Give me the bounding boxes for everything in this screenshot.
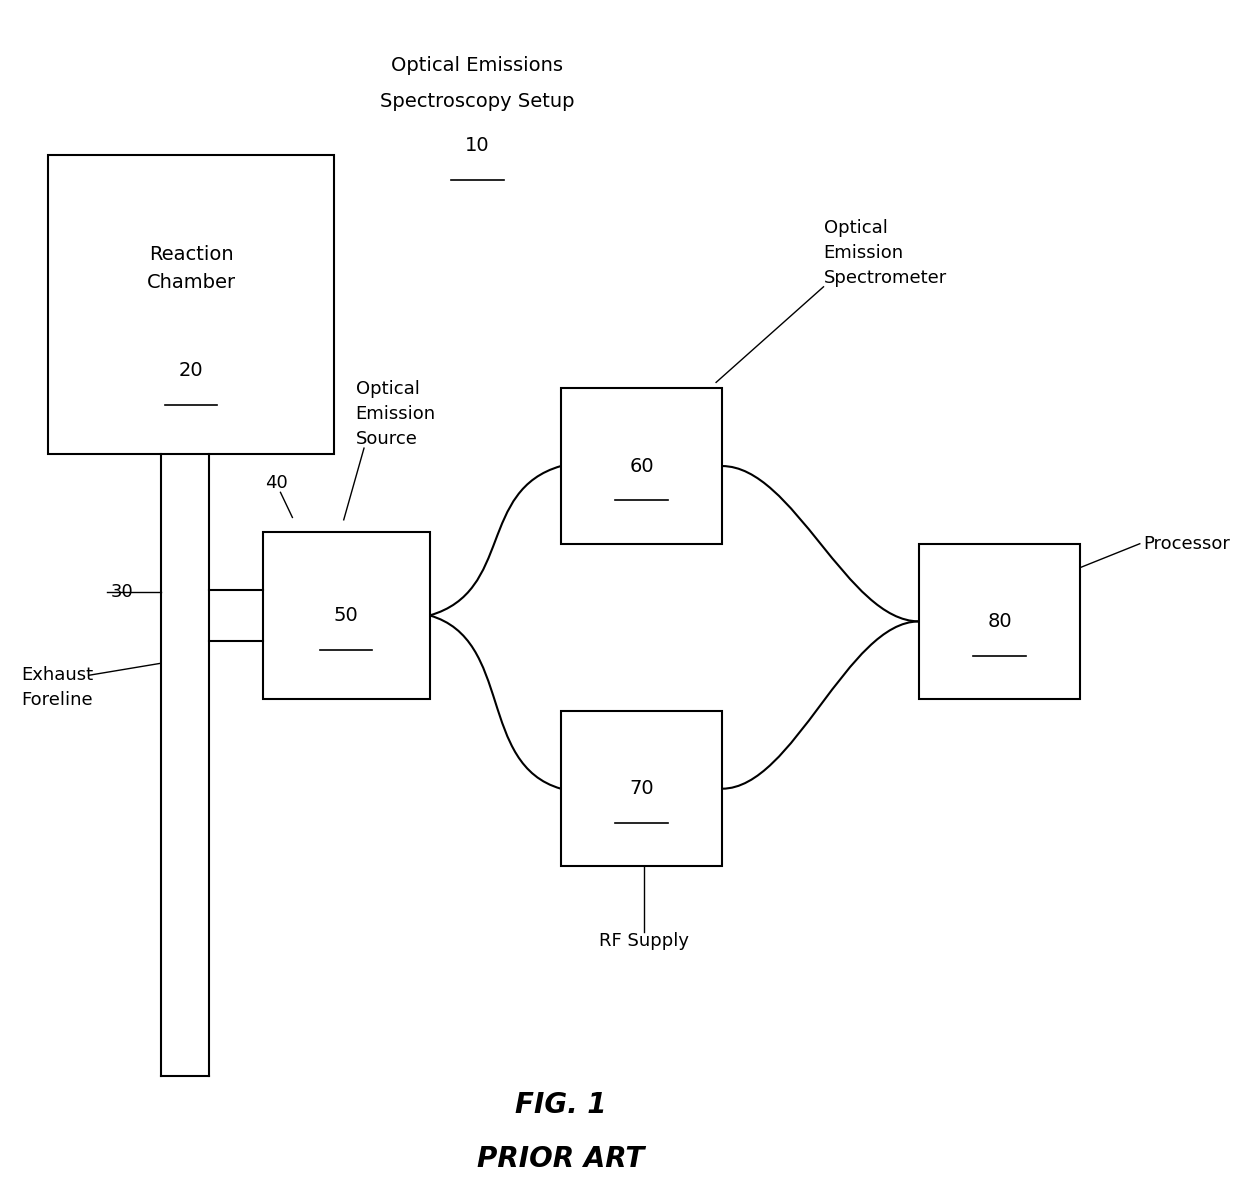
Text: 80: 80	[987, 612, 1012, 631]
Text: 70: 70	[629, 779, 653, 798]
Text: 60: 60	[629, 456, 653, 476]
Text: 40: 40	[265, 474, 288, 492]
Text: FIG. 1: FIG. 1	[515, 1091, 606, 1120]
Bar	[560, 388, 722, 544]
Text: Optical Emissions: Optical Emissions	[392, 56, 563, 75]
Bar	[560, 711, 722, 866]
Text: Exhaust
Foreline: Exhaust Foreline	[21, 666, 93, 709]
Text: 50: 50	[334, 606, 358, 625]
Text: Optical
Emission
Source: Optical Emission Source	[356, 380, 435, 448]
Text: RF Supply: RF Supply	[599, 932, 689, 950]
Text: 20: 20	[179, 361, 203, 380]
Text: Reaction
Chamber: Reaction Chamber	[146, 245, 236, 293]
Bar	[919, 544, 1080, 699]
Text: Optical
Emission
Spectrometer: Optical Emission Spectrometer	[823, 219, 947, 287]
Bar	[47, 155, 334, 454]
Bar	[263, 532, 429, 699]
Text: PRIOR ART: PRIOR ART	[477, 1145, 645, 1173]
Text: Spectroscopy Setup: Spectroscopy Setup	[381, 92, 574, 111]
Text: 30: 30	[112, 582, 134, 601]
Text: 10: 10	[465, 136, 490, 155]
Text: Processor: Processor	[1143, 534, 1230, 553]
